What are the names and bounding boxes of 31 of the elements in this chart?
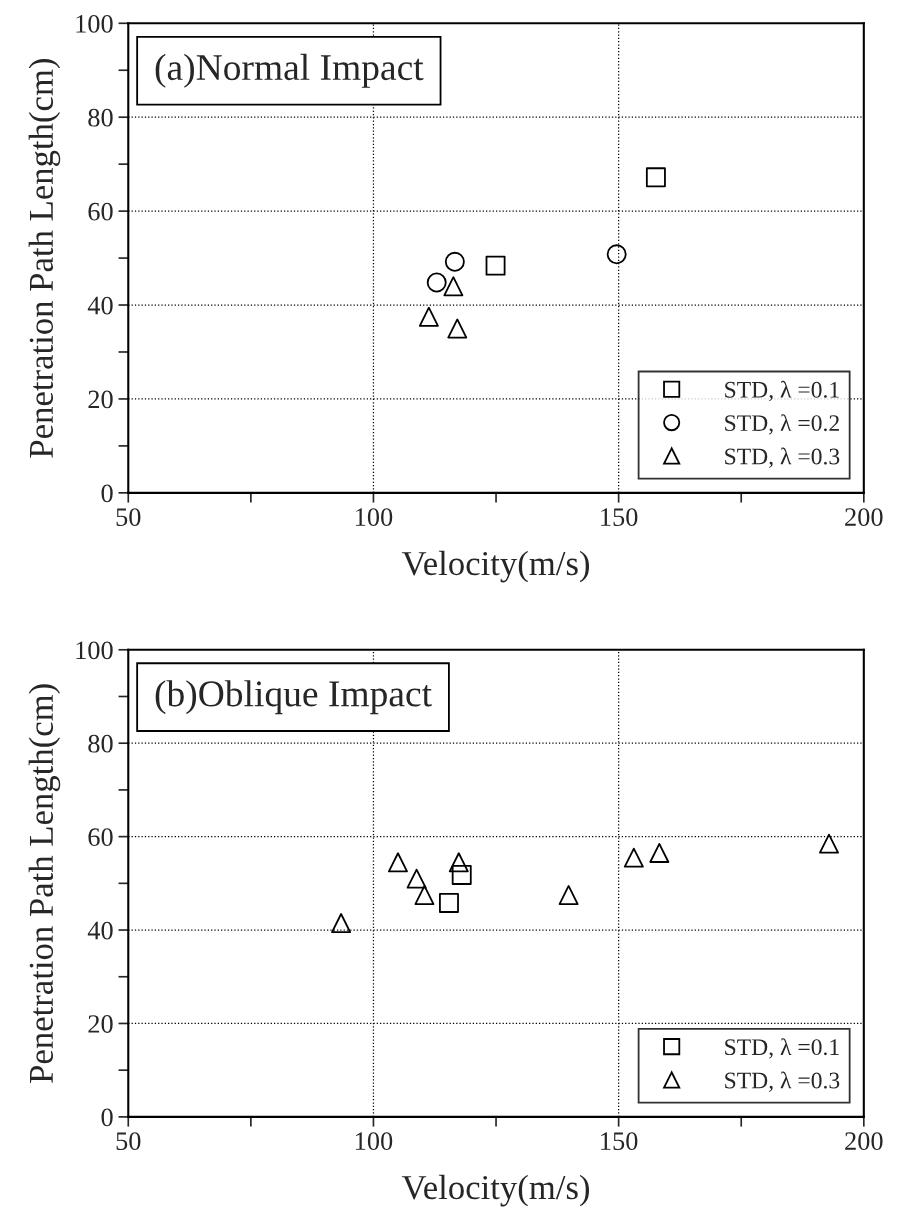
text: (a)Normal Impact: [155, 53, 424, 88]
y-tick-label: 20: [88, 1015, 113, 1033]
y-tick-label: 20: [88, 390, 113, 409]
y-tick-label: 80: [88, 108, 113, 127]
y-tick-label: 0: [101, 484, 113, 503]
x-axis-title: Velocity(m/s): [401, 1174, 590, 1207]
y-axis-title: Penetration Path Length(cm): [28, 684, 61, 1083]
x-tick-label: 200: [845, 1132, 883, 1151]
legend-label: STD, λ =0.3: [725, 447, 840, 468]
x-axis-title: Velocity(m/s): [401, 550, 590, 583]
x-tick-label: 100: [355, 1132, 393, 1151]
y-tick-label: 0: [101, 1108, 113, 1127]
y-tick-label: 100: [76, 641, 113, 660]
y-tick-label: 100: [76, 14, 113, 33]
x-tick-label: 100: [355, 508, 393, 527]
x-tick-label: 150: [601, 508, 638, 527]
x-tick-label: 50: [116, 508, 141, 527]
y-tick-label: 80: [88, 734, 113, 753]
y-tick-label: 40: [87, 296, 113, 315]
x-tick-label: 50: [116, 1132, 141, 1151]
text: (b)Oblique Impact: [155, 680, 432, 715]
legend-label: STD, λ =0.1: [725, 380, 839, 402]
legend-label: STD, λ =0.2: [725, 414, 839, 435]
x-tick-label: 150: [601, 1132, 638, 1151]
y-tick-label: 40: [87, 921, 113, 940]
y-tick-label: 60: [88, 828, 113, 847]
legend-label: STD, λ =0.3: [725, 1071, 840, 1092]
y-tick-label: 60: [88, 202, 113, 221]
x-tick-label: 200: [845, 508, 883, 527]
y-axis-title: Penetration Path Length(cm): [28, 59, 61, 458]
legend-label: STD, λ =0.1: [725, 1038, 839, 1059]
